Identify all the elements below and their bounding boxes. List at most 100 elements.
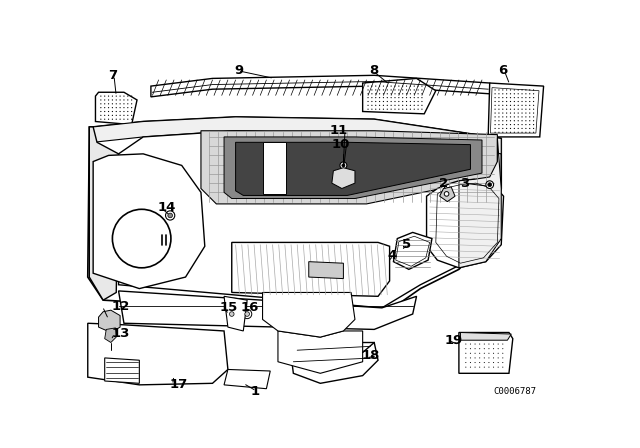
Circle shape — [533, 89, 534, 90]
Circle shape — [522, 105, 523, 106]
Circle shape — [104, 95, 106, 97]
Circle shape — [104, 111, 106, 112]
Circle shape — [166, 211, 175, 220]
Text: 7: 7 — [108, 69, 117, 82]
Polygon shape — [151, 75, 490, 97]
Circle shape — [502, 101, 504, 102]
Circle shape — [387, 105, 388, 106]
Circle shape — [417, 86, 419, 87]
Circle shape — [394, 89, 396, 90]
Circle shape — [406, 101, 407, 102]
Circle shape — [514, 116, 515, 117]
Circle shape — [406, 89, 407, 90]
Circle shape — [529, 120, 531, 121]
Circle shape — [131, 99, 132, 101]
Circle shape — [474, 353, 476, 354]
Circle shape — [488, 362, 490, 363]
Circle shape — [390, 93, 392, 95]
Circle shape — [390, 97, 392, 98]
Circle shape — [495, 112, 496, 114]
Circle shape — [375, 108, 376, 110]
Circle shape — [514, 97, 515, 98]
Circle shape — [230, 312, 234, 316]
Circle shape — [502, 105, 504, 106]
Circle shape — [495, 108, 496, 110]
Text: 9: 9 — [235, 64, 244, 77]
Circle shape — [514, 128, 515, 129]
Circle shape — [120, 115, 121, 116]
Circle shape — [533, 105, 534, 106]
Circle shape — [499, 124, 500, 125]
Circle shape — [375, 97, 376, 98]
Circle shape — [510, 97, 511, 98]
Circle shape — [502, 344, 503, 345]
Circle shape — [502, 124, 504, 125]
Circle shape — [470, 366, 471, 368]
Circle shape — [379, 101, 380, 102]
Circle shape — [104, 99, 106, 101]
Circle shape — [465, 353, 467, 354]
Circle shape — [495, 132, 496, 133]
Circle shape — [371, 108, 372, 110]
Circle shape — [502, 89, 504, 90]
Circle shape — [506, 116, 508, 117]
Polygon shape — [93, 117, 501, 154]
Circle shape — [533, 116, 534, 117]
Circle shape — [406, 97, 407, 98]
Circle shape — [413, 97, 415, 98]
Circle shape — [533, 101, 534, 102]
Polygon shape — [224, 370, 270, 389]
Circle shape — [525, 116, 527, 117]
Circle shape — [493, 348, 494, 349]
Circle shape — [529, 89, 531, 90]
Circle shape — [518, 101, 519, 102]
Circle shape — [379, 97, 380, 98]
Circle shape — [390, 105, 392, 106]
Circle shape — [529, 97, 531, 98]
Text: 19: 19 — [445, 334, 463, 347]
Circle shape — [499, 112, 500, 114]
Circle shape — [495, 116, 496, 117]
Circle shape — [402, 86, 403, 87]
Circle shape — [506, 89, 508, 90]
Circle shape — [518, 89, 519, 90]
Circle shape — [465, 366, 467, 368]
Circle shape — [510, 101, 511, 102]
Text: 4: 4 — [387, 249, 397, 262]
Circle shape — [533, 124, 534, 125]
Circle shape — [100, 103, 102, 104]
Circle shape — [533, 108, 534, 110]
Circle shape — [410, 93, 411, 95]
Circle shape — [525, 132, 527, 133]
Circle shape — [387, 101, 388, 102]
Circle shape — [371, 89, 372, 90]
Circle shape — [127, 103, 129, 104]
Circle shape — [474, 348, 476, 349]
Circle shape — [371, 93, 372, 95]
Circle shape — [379, 108, 380, 110]
Circle shape — [390, 89, 392, 90]
Circle shape — [367, 89, 369, 90]
Circle shape — [398, 89, 399, 90]
Circle shape — [375, 101, 376, 102]
Circle shape — [104, 103, 106, 104]
Circle shape — [100, 119, 102, 120]
Circle shape — [514, 132, 515, 133]
Circle shape — [514, 101, 515, 102]
Polygon shape — [460, 332, 511, 340]
Circle shape — [120, 95, 121, 97]
Circle shape — [488, 353, 490, 354]
Circle shape — [522, 101, 523, 102]
Circle shape — [502, 348, 503, 349]
Circle shape — [394, 86, 396, 87]
Polygon shape — [289, 331, 378, 383]
Circle shape — [502, 112, 504, 114]
Circle shape — [124, 99, 125, 101]
Circle shape — [112, 119, 113, 120]
Circle shape — [375, 93, 376, 95]
Circle shape — [402, 108, 403, 110]
Circle shape — [522, 128, 523, 129]
Circle shape — [413, 105, 415, 106]
Circle shape — [518, 112, 519, 114]
Circle shape — [529, 105, 531, 106]
